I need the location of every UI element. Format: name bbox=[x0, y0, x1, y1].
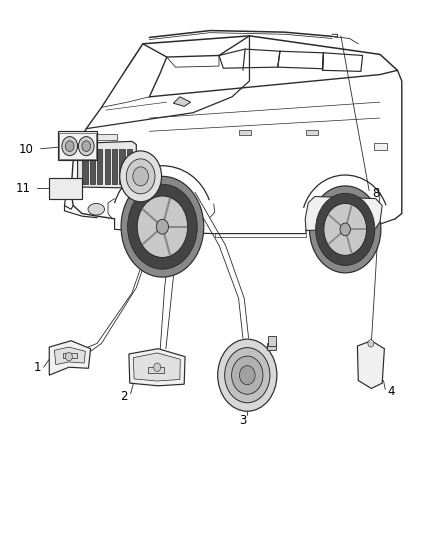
Bar bbox=[127, 149, 132, 184]
Circle shape bbox=[156, 219, 169, 234]
Polygon shape bbox=[49, 341, 91, 375]
Bar bbox=[49, 179, 82, 199]
Bar bbox=[374, 143, 387, 150]
Circle shape bbox=[316, 193, 375, 265]
Bar bbox=[112, 149, 117, 184]
Bar bbox=[97, 149, 102, 184]
Bar bbox=[59, 133, 96, 159]
Polygon shape bbox=[133, 353, 180, 381]
Polygon shape bbox=[173, 97, 191, 107]
Circle shape bbox=[78, 136, 94, 156]
Text: 11: 11 bbox=[16, 182, 31, 195]
Bar bbox=[268, 336, 276, 346]
Circle shape bbox=[126, 159, 155, 194]
Circle shape bbox=[133, 167, 148, 186]
Bar bbox=[119, 149, 124, 184]
Bar bbox=[105, 149, 110, 184]
Polygon shape bbox=[357, 341, 385, 389]
Circle shape bbox=[154, 363, 161, 372]
Circle shape bbox=[82, 141, 91, 151]
Circle shape bbox=[218, 339, 277, 411]
Bar bbox=[267, 343, 276, 350]
Bar bbox=[58, 131, 97, 160]
Text: 4: 4 bbox=[387, 385, 395, 398]
Circle shape bbox=[121, 176, 204, 277]
Circle shape bbox=[340, 223, 350, 236]
Circle shape bbox=[120, 151, 162, 202]
Circle shape bbox=[368, 340, 374, 347]
Polygon shape bbox=[78, 141, 136, 188]
Circle shape bbox=[65, 352, 72, 361]
Circle shape bbox=[62, 136, 78, 156]
Circle shape bbox=[65, 141, 74, 151]
Ellipse shape bbox=[88, 204, 105, 215]
Circle shape bbox=[127, 184, 197, 269]
Text: 10: 10 bbox=[19, 143, 34, 156]
Circle shape bbox=[310, 186, 381, 273]
Polygon shape bbox=[54, 347, 85, 365]
Bar bbox=[63, 353, 77, 358]
Bar bbox=[90, 149, 95, 184]
Bar bbox=[82, 149, 88, 184]
Circle shape bbox=[240, 366, 255, 385]
Bar bbox=[239, 130, 251, 135]
Text: 3: 3 bbox=[239, 414, 247, 427]
Circle shape bbox=[232, 356, 263, 394]
Bar bbox=[148, 367, 164, 373]
Bar bbox=[73, 134, 117, 140]
Bar bbox=[306, 130, 318, 135]
Circle shape bbox=[324, 204, 367, 255]
Polygon shape bbox=[305, 197, 382, 230]
Polygon shape bbox=[129, 349, 185, 386]
Text: 1: 1 bbox=[33, 361, 41, 374]
Text: 2: 2 bbox=[120, 390, 128, 403]
Circle shape bbox=[137, 196, 187, 257]
Circle shape bbox=[225, 348, 270, 403]
Text: 8: 8 bbox=[373, 187, 380, 200]
